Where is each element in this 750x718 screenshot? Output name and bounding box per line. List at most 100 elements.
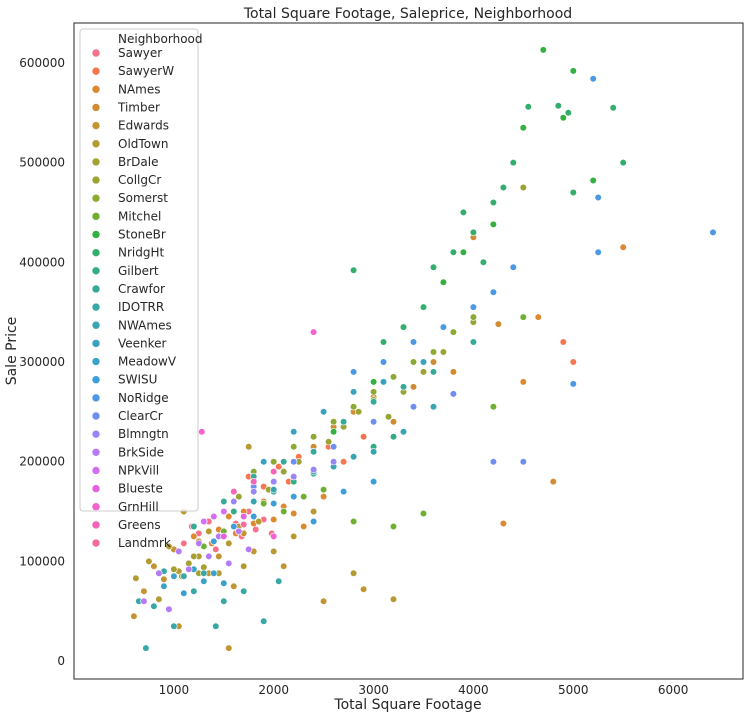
- data-point: [190, 532, 198, 541]
- data-point: [449, 368, 458, 376]
- data-point: [190, 587, 198, 595]
- data-point: [260, 617, 268, 625]
- data-point: [409, 338, 418, 346]
- data-point: [290, 458, 298, 466]
- legend-label: BrDale: [118, 155, 158, 169]
- data-point: [350, 569, 358, 577]
- legend: Neighborhood Sawyer SawyerW NAmes Timber Edw…: [79, 28, 203, 550]
- data-point: [569, 188, 577, 197]
- y-axis-label: Sale Price: [4, 317, 20, 386]
- legend-marker: [91, 212, 101, 221]
- legend-marker: [91, 502, 101, 512]
- x-tick-label: 4000: [458, 683, 489, 697]
- legend-marker: [91, 411, 101, 421]
- data-point: [389, 373, 398, 381]
- legend-marker: [91, 139, 101, 149]
- data-point: [350, 368, 358, 376]
- data-point: [155, 595, 163, 603]
- legend-label: NAmes: [118, 82, 161, 96]
- plot-frame: [73, 22, 744, 680]
- legend-marker: [91, 302, 101, 312]
- data-point: [399, 428, 408, 436]
- data-point: [350, 453, 358, 461]
- data-point: [370, 418, 378, 426]
- data-point: [275, 463, 283, 471]
- data-point: [489, 288, 498, 296]
- data-point: [370, 448, 378, 456]
- data-point: [200, 577, 208, 585]
- legend-item: IDOTRR: [91, 300, 164, 314]
- y-tick-label: 300000: [19, 355, 65, 369]
- data-point: [469, 303, 478, 311]
- data-point: [180, 589, 188, 597]
- data-point: [170, 622, 178, 630]
- data-point: [270, 478, 278, 486]
- legend-item: Somerst: [91, 191, 168, 205]
- data-point: [220, 532, 228, 541]
- legend-marker: [91, 447, 101, 457]
- data-point: [310, 328, 318, 336]
- x-tick-label: 6000: [658, 683, 689, 697]
- data-point: [195, 539, 203, 548]
- data-point: [419, 358, 428, 366]
- data-point: [409, 358, 418, 366]
- data-point: [270, 547, 278, 556]
- data-point: [270, 486, 278, 494]
- legend-label: Greens: [118, 518, 161, 532]
- data-point: [220, 497, 228, 506]
- data-point: [310, 507, 318, 516]
- data-point: [200, 517, 208, 526]
- data-point: [205, 552, 213, 561]
- data-point: [155, 569, 163, 577]
- data-point: [225, 644, 233, 652]
- legend-label: Timber: [117, 100, 160, 114]
- data-point: [340, 418, 348, 426]
- data-point: [270, 458, 278, 466]
- data-point: [245, 443, 253, 451]
- data-point: [165, 605, 173, 613]
- x-tick-label: 1000: [159, 683, 190, 697]
- data-point: [589, 75, 597, 83]
- legend-marker: [91, 157, 101, 167]
- legend-label: MeadowV: [118, 355, 177, 369]
- data-point: [554, 102, 562, 110]
- data-point: [549, 478, 557, 486]
- data-point: [534, 313, 542, 321]
- data-point: [439, 323, 448, 331]
- data-point: [215, 552, 223, 561]
- data-point: [280, 458, 288, 466]
- data-point: [559, 114, 567, 122]
- legend-label: SWISU: [118, 373, 157, 387]
- legend-item: BrkSide: [91, 445, 164, 459]
- data-point: [350, 388, 358, 396]
- legend-marker: [91, 103, 101, 112]
- data-point: [235, 527, 243, 536]
- data-point: [140, 597, 148, 605]
- data-point: [185, 565, 193, 573]
- legend-item: SWISU: [91, 373, 157, 387]
- legend-label: Veenker: [118, 336, 167, 350]
- legend-item: Sawyer: [91, 46, 162, 60]
- legend-item: Blueste: [91, 482, 163, 496]
- data-point: [230, 582, 238, 590]
- data-point: [469, 228, 478, 236]
- data-point: [190, 552, 198, 561]
- data-point: [479, 258, 488, 266]
- data-point: [270, 515, 278, 524]
- legend-label: Landmrk: [118, 536, 171, 550]
- data-point: [165, 542, 173, 551]
- x-tick-label: 3000: [358, 683, 389, 697]
- data-point: [275, 577, 283, 585]
- data-point: [210, 512, 218, 521]
- data-point: [499, 519, 508, 528]
- data-point: [240, 512, 248, 521]
- legend-marker: [91, 466, 101, 475]
- x-tick-label: 5000: [558, 683, 589, 697]
- data-point: [469, 313, 478, 321]
- data-point: [409, 403, 418, 411]
- legend-marker: [91, 538, 101, 548]
- data-point: [245, 545, 253, 554]
- data-point: [409, 383, 418, 391]
- data-point: [225, 559, 233, 568]
